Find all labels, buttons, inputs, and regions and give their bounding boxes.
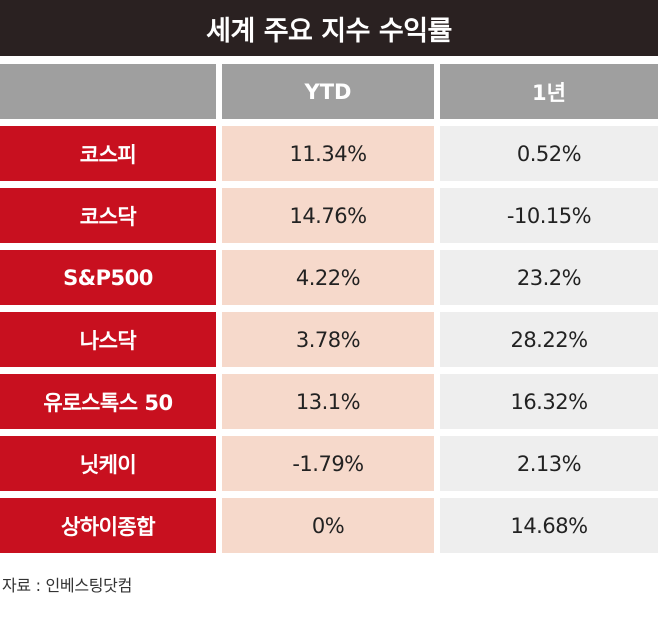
header-ytd-cell: YTD (222, 64, 434, 119)
table-row: 코스닥 14.76% -10.15% (0, 188, 658, 243)
ytd-value-cell: -1.79% (222, 436, 434, 491)
ytd-value-cell: 3.78% (222, 312, 434, 367)
index-name-cell: 코스닥 (0, 188, 216, 243)
index-name-cell: 닛케이 (0, 436, 216, 491)
index-name-cell: 코스피 (0, 126, 216, 181)
ytd-value-cell: 4.22% (222, 250, 434, 305)
one-year-value-cell: 14.68% (440, 498, 658, 553)
returns-table: YTD 1년 코스피 11.34% 0.52% 코스닥 14.76% -10.1… (0, 64, 658, 558)
header-label-cell (0, 64, 216, 119)
source-note: 자료 : 인베스팅닷컴 (2, 576, 133, 595)
table-row: 닛케이 -1.79% 2.13% (0, 436, 658, 491)
table-header-row: YTD 1년 (0, 64, 658, 119)
one-year-value-cell: 2.13% (440, 436, 658, 491)
ytd-value-cell: 13.1% (222, 374, 434, 429)
ytd-value-cell: 11.34% (222, 126, 434, 181)
one-year-value-cell: 16.32% (440, 374, 658, 429)
one-year-value-cell: -10.15% (440, 188, 658, 243)
table-row: 상하이종합 0% 14.68% (0, 498, 658, 553)
ytd-value-cell: 0% (222, 498, 434, 553)
table-row: 유로스톡스 50 13.1% 16.32% (0, 374, 658, 429)
table-row: S&P500 4.22% 23.2% (0, 250, 658, 305)
one-year-value-cell: 28.22% (440, 312, 658, 367)
table-row: 나스닥 3.78% 28.22% (0, 312, 658, 367)
index-name-cell: S&P500 (0, 250, 216, 305)
index-name-cell: 나스닥 (0, 312, 216, 367)
one-year-value-cell: 0.52% (440, 126, 658, 181)
table-row: 코스피 11.34% 0.52% (0, 126, 658, 181)
index-name-cell: 유로스톡스 50 (0, 374, 216, 429)
one-year-value-cell: 23.2% (440, 250, 658, 305)
header-1y-cell: 1년 (440, 64, 658, 119)
ytd-value-cell: 14.76% (222, 188, 434, 243)
table-title: 세계 주요 지수 수익률 (0, 0, 658, 56)
index-name-cell: 상하이종합 (0, 498, 216, 553)
